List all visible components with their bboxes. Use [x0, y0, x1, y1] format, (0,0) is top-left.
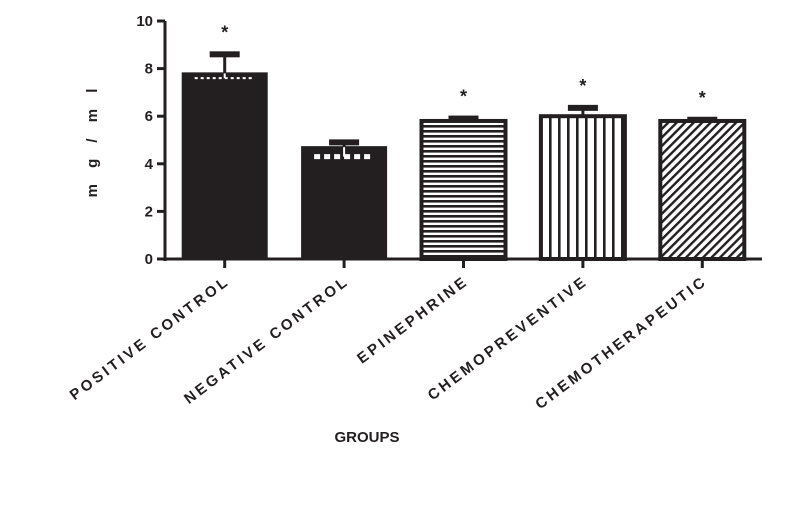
significance-marker: * — [699, 88, 706, 108]
significance-marker: * — [460, 87, 467, 107]
significance-marker: * — [579, 76, 586, 96]
bar — [538, 114, 627, 261]
y-tick-label: 4 — [145, 156, 154, 173]
y-tick-label: 2 — [145, 203, 153, 220]
y-tick-label: 0 — [145, 251, 153, 268]
y-tick-label: 10 — [136, 13, 153, 30]
y-axis-title: m g / m l — [84, 83, 101, 198]
error-cap-upper — [329, 139, 360, 146]
bar — [181, 72, 268, 260]
error-cap-upper — [209, 51, 240, 58]
y-tick-label: 6 — [145, 108, 153, 125]
x-tick-label: EPINEPHRINE — [354, 273, 472, 368]
error-cap-upper — [448, 115, 479, 122]
bar — [419, 118, 508, 261]
bar — [301, 146, 388, 260]
error-cap-upper — [567, 104, 598, 111]
y-tick-label: 8 — [145, 61, 153, 78]
x-axis-title: GROUPS — [334, 429, 399, 446]
bar — [658, 118, 747, 261]
error-cap-upper — [687, 116, 718, 123]
bars — [181, 51, 747, 261]
significance-marker: * — [221, 22, 228, 42]
